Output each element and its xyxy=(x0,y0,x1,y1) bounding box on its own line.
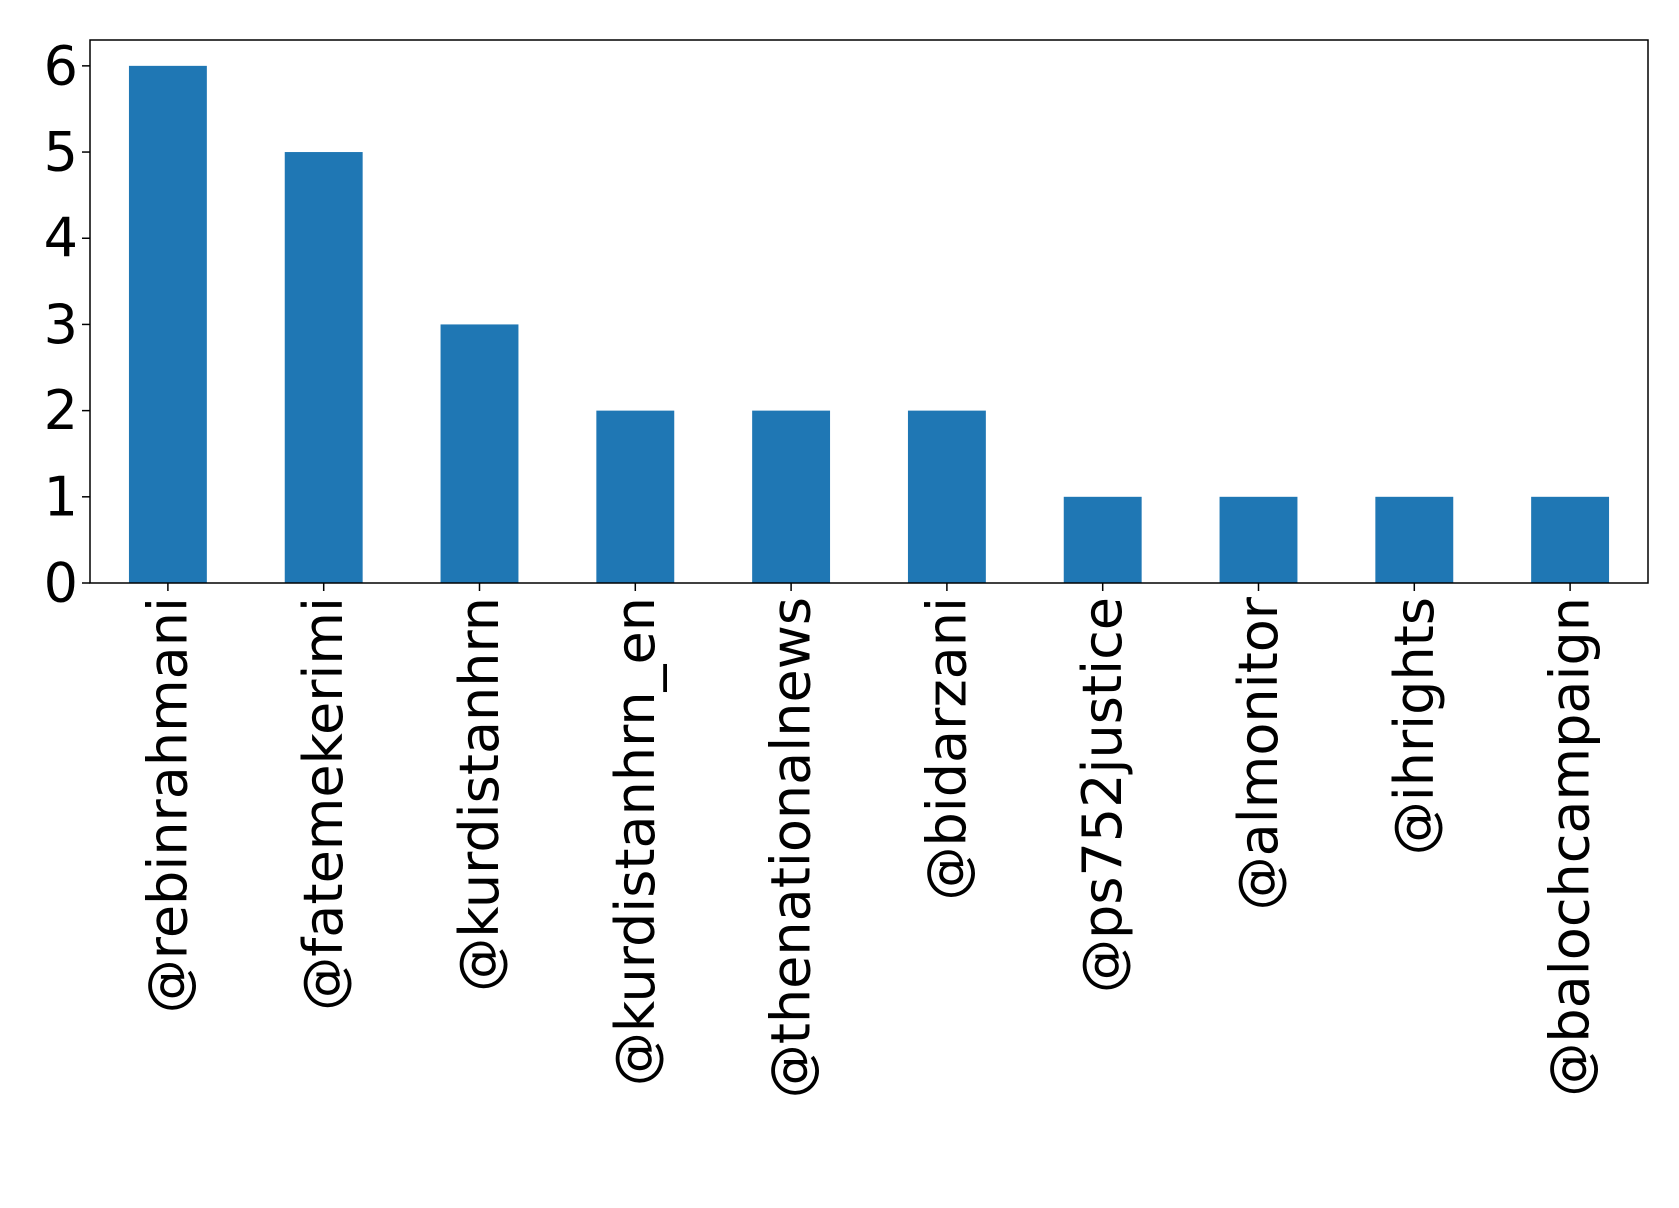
x-tick-label: @kurdistanhrn xyxy=(448,597,511,992)
bar-almonitor xyxy=(1219,496,1298,583)
x-tick-label: @bidarzani xyxy=(915,597,978,901)
y-tick-label: 2 xyxy=(44,379,78,442)
x-tick-label: @balochcampaign xyxy=(1539,597,1602,1097)
x-tick-label: @thenationalnews xyxy=(760,597,823,1098)
x-tick-label: @fatemekerimi xyxy=(292,597,355,1011)
x-tick-label: @rebinrahmani xyxy=(136,597,199,1013)
bar-kurdistanhrn-en xyxy=(596,410,675,583)
x-tick-label: @ps752justice xyxy=(1071,597,1134,993)
bar-bidarzani xyxy=(907,410,986,583)
bars-layer xyxy=(128,65,1610,584)
x-tick-label: @kurdistanhrn_en xyxy=(604,597,667,1086)
x-tick-label: @ihrights xyxy=(1383,597,1446,855)
x-tick-label: @almonitor xyxy=(1227,596,1290,910)
bar-thenationalnews xyxy=(752,410,831,583)
y-tick-label: 3 xyxy=(44,293,78,356)
y-tick-label: 0 xyxy=(44,552,78,615)
y-tick-label: 1 xyxy=(44,465,78,528)
bar-balochcampaign xyxy=(1531,496,1610,583)
y-tick-label: 6 xyxy=(44,34,78,97)
y-axis-ticks: 0 1 2 3 4 5 6 xyxy=(44,34,90,615)
bar-ps752justice xyxy=(1063,496,1142,583)
x-axis-ticks: @rebinrahmani @fatemekerimi @kurdistanhrn @… xyxy=(136,583,1602,1098)
bar-fatemekerimi xyxy=(284,152,363,584)
plot-frame xyxy=(89,39,1649,584)
y-tick-label: 5 xyxy=(44,121,78,184)
bar-kurdistanhrn xyxy=(440,324,519,583)
y-tick-label: 4 xyxy=(44,207,78,270)
bar-ihrights xyxy=(1375,496,1454,583)
bar-rebinrahmani xyxy=(128,65,207,584)
